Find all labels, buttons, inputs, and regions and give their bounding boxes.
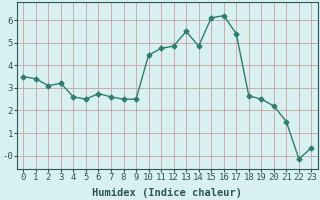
X-axis label: Humidex (Indice chaleur): Humidex (Indice chaleur) [92,188,242,198]
